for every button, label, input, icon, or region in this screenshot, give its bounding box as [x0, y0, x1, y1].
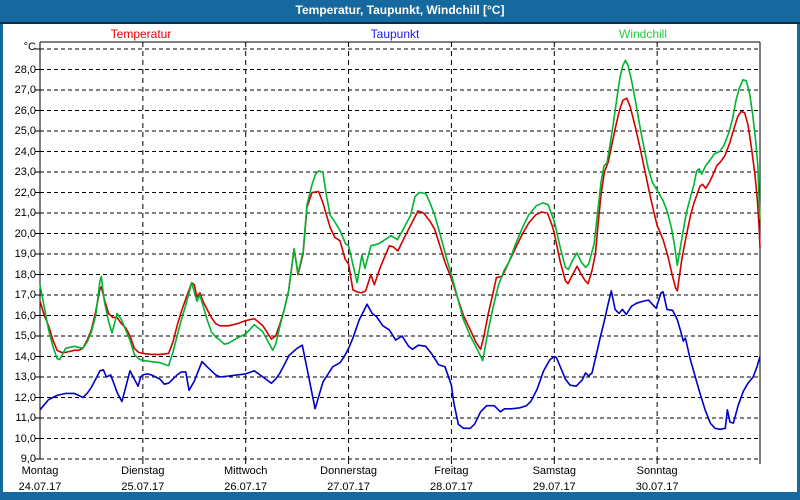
x-axis-date-label: 28.07.17 [430, 481, 473, 493]
y-axis-tick-label: 21,0 [14, 207, 36, 219]
x-axis-weekday-label: Sonntag [636, 465, 678, 477]
legend-item-windchill: Windchill [618, 27, 668, 41]
y-axis-tick-label: 16,0 [14, 309, 36, 322]
y-axis-tick-label: 19,0 [14, 248, 36, 260]
x-axis-weekday-label: Montag [21, 465, 59, 477]
y-axis-tick-label: 24,0 [14, 145, 36, 158]
y-axis-tick-label: 22,0 [14, 186, 36, 199]
x-axis-date-label: 24.07.17 [18, 481, 62, 493]
y-axis-tick-label: 20,0 [14, 227, 36, 240]
y-axis-tick-label: 28,0 [14, 63, 36, 76]
x-axis-weekday-label: Mittwoch [224, 465, 268, 477]
x-axis-date-label: 30.07.17 [635, 481, 679, 493]
x-axis-weekday-label: Samstag [532, 465, 576, 477]
y-axis-tick-label: 18,0 [14, 268, 36, 281]
x-axis-date-label: 27.07.17 [327, 481, 370, 493]
x-axis-date-label: 25.07.17 [121, 481, 165, 493]
y-axis-tick-label: 15,0 [14, 330, 36, 342]
y-axis-tick-label: 12,0 [14, 391, 36, 404]
y-axis-tick-label: 26,0 [14, 104, 36, 117]
y-axis-tick-label: 13,0 [14, 371, 36, 383]
x-axis-weekday-label: Freitag [434, 465, 469, 477]
x-axis-weekday-label: Dienstag [121, 465, 165, 477]
y-axis-unit: °C [23, 41, 36, 53]
y-axis-tick-label: 9,0 [20, 453, 36, 465]
title-bar: Temperatur, Taupunkt, Windchill [°C] [0, 0, 800, 24]
y-axis-tick-label: 10,0 [14, 432, 36, 445]
y-axis-tick-label: 27,0 [14, 84, 36, 96]
x-axis-weekday-label: Donnerstag [320, 465, 377, 477]
y-axis-tick-label: 23,0 [14, 166, 36, 178]
y-axis-tick-label: 11,0 [15, 412, 36, 424]
chart-panel [3, 24, 797, 492]
legend-item-taupunkt: Taupunkt [370, 27, 420, 41]
y-axis-tick-label: 14,0 [14, 350, 36, 363]
x-axis-date-label: 26.07.17 [224, 481, 268, 493]
x-axis-date-label: 29.07.17 [532, 481, 576, 493]
y-axis-tick-label: 25,0 [14, 125, 36, 137]
window-title: Temperatur, Taupunkt, Windchill [°C] [295, 3, 505, 17]
y-axis-tick-label: 17,0 [14, 289, 36, 301]
legend-item-temperatur: Temperatur [110, 27, 172, 41]
